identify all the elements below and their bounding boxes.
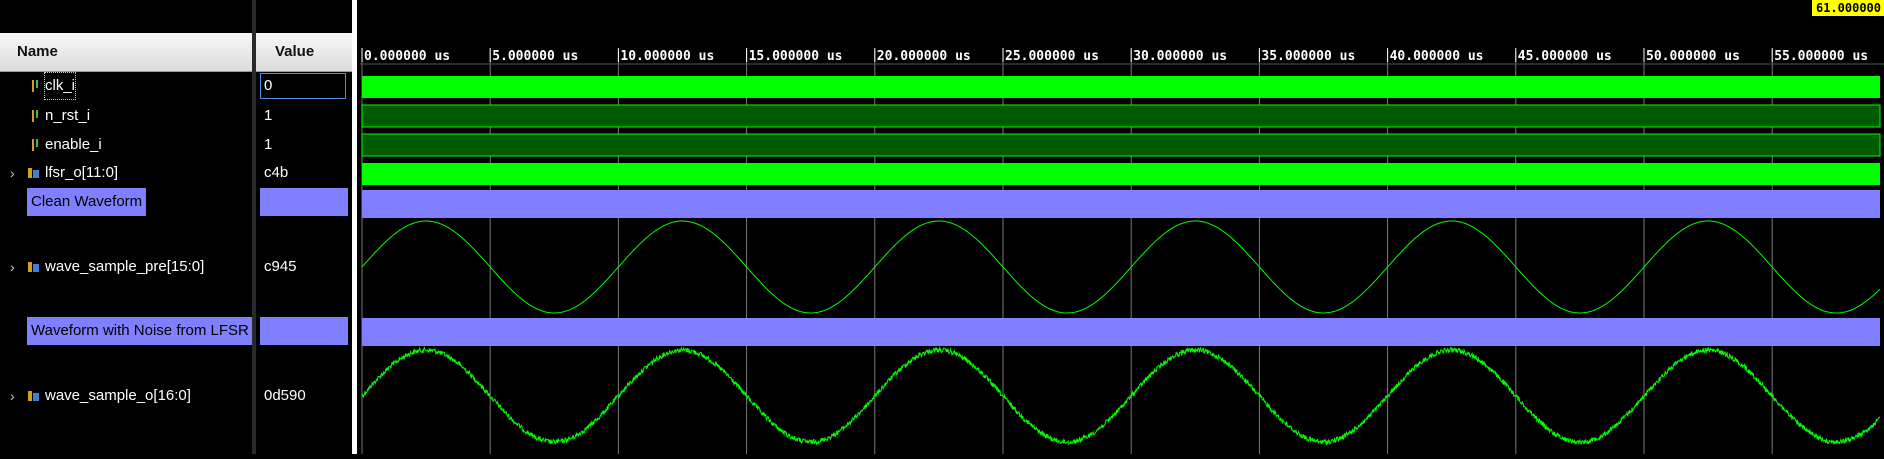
group-row-noisy-waveform[interactable]: Waveform with Noise from LFSR: [0, 317, 253, 345]
clean-waveform-band: [362, 190, 1880, 218]
clk-trace: [362, 76, 1880, 98]
value-column-header[interactable]: Value: [256, 33, 352, 72]
value-row-wave-sample-o[interactable]: 0d590: [256, 383, 352, 409]
value-row-enable[interactable]: 1: [256, 132, 352, 158]
value-row-clk[interactable]: 0: [256, 73, 352, 99]
group-value-band: [260, 317, 348, 345]
cursor-time-readout: 61.000000: [1811, 0, 1884, 16]
name-value-splitter[interactable]: [252, 0, 256, 454]
value-wave-splitter[interactable]: [352, 0, 357, 454]
value-row-n-rst[interactable]: 1: [256, 103, 352, 129]
group-value-band: [260, 188, 348, 216]
name-pane-top-spacer: [0, 0, 252, 33]
signal-traces: [361, 76, 1881, 446]
name-pane: Name clk_i n_rst_i enable_i › lfsr_o[11:…: [0, 0, 253, 454]
value-clk: 0: [264, 77, 273, 94]
bus-signal-icon: [28, 262, 39, 272]
group-row-clean-waveform[interactable]: Clean Waveform: [0, 188, 252, 216]
enable-trace: [361, 133, 1881, 157]
time-ruler[interactable]: 0.000000 us 5.000000 us 10.000000 us 15.000…: [360, 48, 1884, 454]
ruler-tick-label: 0.000000 us: [364, 49, 450, 64]
signal-row-enable[interactable]: enable_i: [0, 132, 252, 158]
signal-row-wave-sample-pre[interactable]: › wave_sample_pre[15:0]: [0, 254, 252, 280]
wave-sample-o-trace: [361, 345, 1881, 446]
ruler-tick-label: 5.000000 us: [492, 49, 578, 64]
ruler-tick-label: 55.000000 us: [1774, 49, 1868, 64]
signal-name-n-rst: n_rst_i: [45, 107, 91, 124]
chevron-right-icon[interactable]: ›: [10, 165, 15, 181]
group-label-noisy-waveform: Waveform with Noise from LFSR: [27, 317, 253, 345]
value-pane: Value 0 1 1 c4b c945 0d590: [256, 0, 352, 454]
wave-sample-pre-trace: [361, 220, 1881, 314]
chevron-right-icon[interactable]: ›: [10, 259, 15, 275]
noisy-waveform-band: [362, 318, 1880, 346]
bus-signal-icon: [28, 168, 39, 178]
ruler-tick-label: 15.000000 us: [749, 49, 843, 64]
signal-name-clk: clk_i: [43, 72, 77, 100]
bit-signal-icon: [32, 80, 38, 92]
value-pane-top-spacer: [256, 0, 352, 33]
value-row-clean-waveform[interactable]: [256, 188, 352, 216]
group-label-clean-waveform: Clean Waveform: [27, 188, 147, 216]
signal-name-lfsr: lfsr_o[11:0]: [45, 164, 119, 181]
lfsr-trace: [362, 163, 1880, 185]
bit-signal-icon: [32, 139, 38, 151]
signal-row-n-rst[interactable]: n_rst_i: [0, 103, 252, 129]
ruler-tick-label: 40.000000 us: [1390, 49, 1484, 64]
value-lfsr: c4b: [264, 164, 289, 181]
signal-name-wave-sample-o: wave_sample_o[16:0]: [45, 387, 191, 404]
signal-row-clk[interactable]: clk_i: [0, 72, 252, 100]
n-rst-trace: [361, 104, 1881, 128]
ruler-tick-label: 30.000000 us: [1133, 49, 1227, 64]
value-selection-box: [260, 73, 346, 99]
value-enable: 1: [264, 136, 273, 153]
value-wave-sample-pre: c945: [264, 258, 297, 275]
ruler-tick-label: 35.000000 us: [1261, 49, 1355, 64]
ruler-tick-label: 25.000000 us: [1005, 49, 1099, 64]
ruler-tick-label: 50.000000 us: [1646, 49, 1740, 64]
value-n-rst: 1: [264, 107, 273, 124]
value-row-noisy-waveform[interactable]: [256, 317, 352, 345]
signal-row-wave-sample-o[interactable]: › wave_sample_o[16:0]: [0, 383, 252, 409]
waveform-area[interactable]: 0.000000 us 5.000000 us 10.000000 us 15.000…: [360, 0, 1884, 454]
chevron-right-icon[interactable]: ›: [10, 388, 15, 404]
signal-row-lfsr[interactable]: › lfsr_o[11:0]: [0, 160, 252, 186]
value-row-lfsr[interactable]: c4b: [256, 160, 352, 186]
ruler-tick-label: 45.000000 us: [1518, 49, 1612, 64]
waveform-canvas[interactable]: 0.000000 us 5.000000 us 10.000000 us 15.000…: [360, 0, 1884, 454]
signal-name-wave-sample-pre: wave_sample_pre[15:0]: [45, 258, 205, 275]
signal-name-enable: enable_i: [45, 136, 102, 153]
bus-signal-icon: [28, 391, 39, 401]
value-wave-sample-o: 0d590: [264, 387, 306, 404]
bit-signal-icon: [32, 110, 38, 122]
ruler-tick-label: 20.000000 us: [877, 49, 971, 64]
value-row-wave-sample-pre[interactable]: c945: [256, 254, 352, 280]
ruler-tick-label: 10.000000 us: [620, 49, 714, 64]
name-column-header[interactable]: Name: [0, 33, 252, 72]
